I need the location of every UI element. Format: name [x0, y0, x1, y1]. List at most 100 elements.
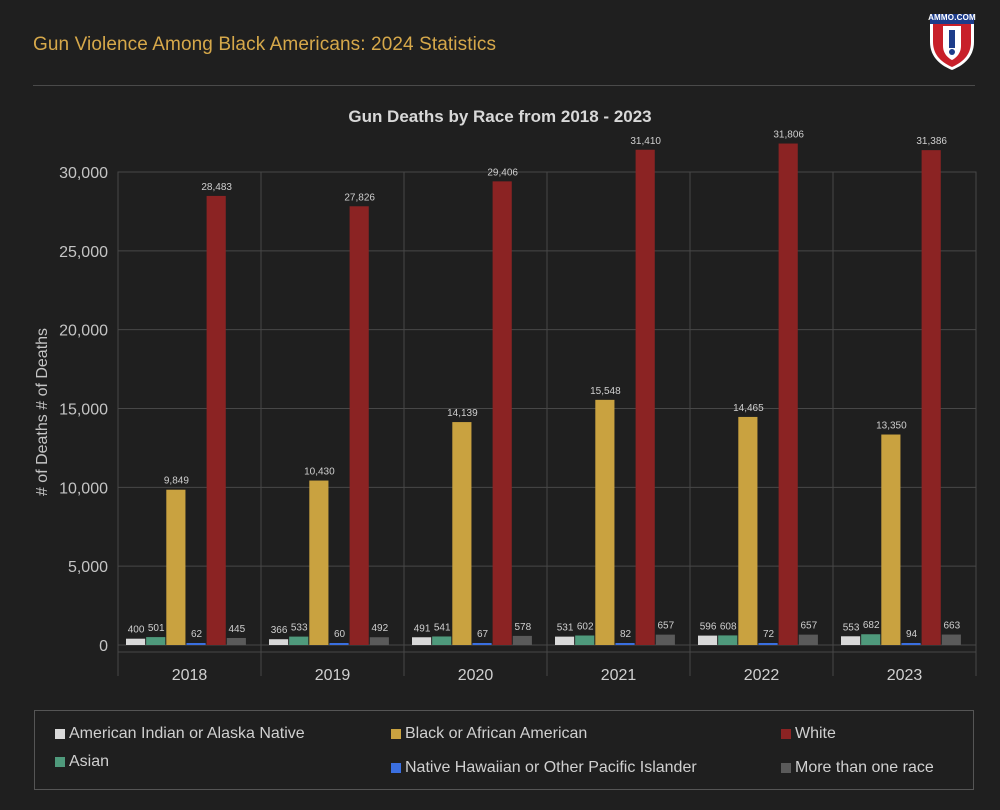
data-label: 62 [191, 629, 203, 640]
bar [146, 637, 166, 645]
bar [718, 635, 738, 645]
data-label: 596 [700, 622, 717, 633]
legend-item: More than one race [781, 759, 934, 777]
x-tick-label: 2023 [887, 667, 923, 684]
data-label: 531 [557, 623, 574, 634]
data-label: 657 [800, 621, 817, 632]
legend-swatch [391, 763, 401, 773]
legend-label: More than one race [795, 759, 934, 776]
bar [575, 635, 595, 645]
page-title: Gun Violence Among Black Americans: 2024… [33, 34, 497, 55]
header-divider [33, 85, 975, 86]
data-label: 60 [334, 629, 346, 640]
data-label: 602 [577, 622, 594, 633]
data-label: 9,849 [164, 476, 189, 487]
legend-item: Native Hawaiian or Other Pacific Islande… [391, 759, 697, 777]
y-tick-label: 0 [99, 638, 108, 655]
legend-label: Asian [69, 753, 110, 770]
data-label: 94 [906, 629, 918, 640]
bar [841, 636, 861, 645]
data-label: 72 [763, 629, 775, 640]
legend-item: White [781, 725, 836, 743]
bar [921, 150, 941, 645]
bar [941, 634, 961, 645]
data-label: 492 [371, 623, 388, 634]
bar [186, 643, 206, 645]
bar [901, 643, 921, 645]
x-tick-label: 2019 [315, 667, 351, 684]
shield-icon [930, 14, 974, 70]
y-tick-label: 30,000 [59, 165, 108, 182]
bar [206, 195, 226, 645]
bar [778, 143, 798, 646]
data-label: 501 [148, 623, 165, 634]
legend-swatch [781, 763, 791, 773]
data-label: 27,826 [344, 192, 375, 203]
data-label: 682 [863, 620, 880, 631]
bar [472, 643, 492, 645]
data-label: 82 [620, 629, 632, 640]
data-label: 14,465 [733, 403, 764, 414]
data-label: 445 [228, 624, 245, 635]
bar [738, 416, 758, 645]
bar [412, 637, 432, 645]
data-label: 31,386 [916, 136, 947, 147]
bar [452, 422, 472, 645]
data-label: 14,139 [447, 408, 478, 419]
bar [329, 643, 349, 645]
data-label: 28,483 [201, 182, 232, 193]
bar [269, 639, 289, 645]
data-label: 400 [128, 625, 145, 636]
legend-swatch [781, 729, 791, 739]
bar [615, 643, 635, 645]
x-tick-label: 2020 [458, 667, 494, 684]
data-label: 663 [943, 621, 960, 632]
data-label: 491 [414, 623, 431, 634]
bar [861, 634, 881, 645]
data-label: 553 [843, 622, 860, 633]
legend-label: Black or African American [405, 725, 588, 742]
y-tick-label: 15,000 [59, 402, 108, 419]
legend-label: White [795, 725, 836, 742]
y-tick-label: 5,000 [68, 559, 108, 576]
y-tick-label: 10,000 [59, 480, 108, 497]
bar [512, 635, 532, 645]
data-label: 10,430 [304, 467, 335, 478]
logo-text: AMMO.COM [928, 13, 976, 22]
bar [289, 636, 309, 645]
data-label: 31,410 [630, 136, 661, 147]
y-tick-label: 20,000 [59, 323, 108, 340]
bar [309, 480, 329, 645]
legend-item: Asian [55, 753, 109, 771]
bar [369, 637, 389, 645]
data-label: 13,350 [876, 421, 907, 432]
x-tick-label: 2021 [601, 667, 637, 684]
bar [655, 634, 675, 645]
bar [595, 399, 615, 645]
legend-swatch [391, 729, 401, 739]
bar [635, 149, 655, 646]
data-label: 541 [434, 622, 451, 633]
chart-legend: American Indian or Alaska Native Asian Bla… [34, 710, 974, 790]
bar [555, 636, 575, 645]
data-label: 533 [291, 623, 308, 634]
y-tick-label: 25,000 [59, 244, 108, 261]
data-label: 29,406 [487, 167, 518, 178]
chart-title: Gun Deaths by Race from 2018 - 2023 [348, 107, 652, 126]
data-label: 578 [514, 622, 531, 633]
x-tick-label: 2022 [744, 667, 780, 684]
x-tick-label: 2018 [172, 667, 208, 684]
ammo-com-logo[interactable]: AMMO.COM [928, 12, 976, 72]
bar [349, 206, 369, 645]
legend-swatch [55, 729, 65, 739]
legend-item: Black or African American [391, 725, 587, 743]
data-label: 366 [271, 625, 288, 636]
legend-swatch [55, 757, 65, 767]
bar [698, 635, 718, 645]
bar [126, 638, 146, 645]
bar [758, 643, 778, 645]
data-label: 608 [720, 621, 737, 632]
legend-label: American Indian or Alaska Native [69, 725, 305, 742]
data-label: 15,548 [590, 386, 621, 397]
data-label: 67 [477, 629, 489, 640]
